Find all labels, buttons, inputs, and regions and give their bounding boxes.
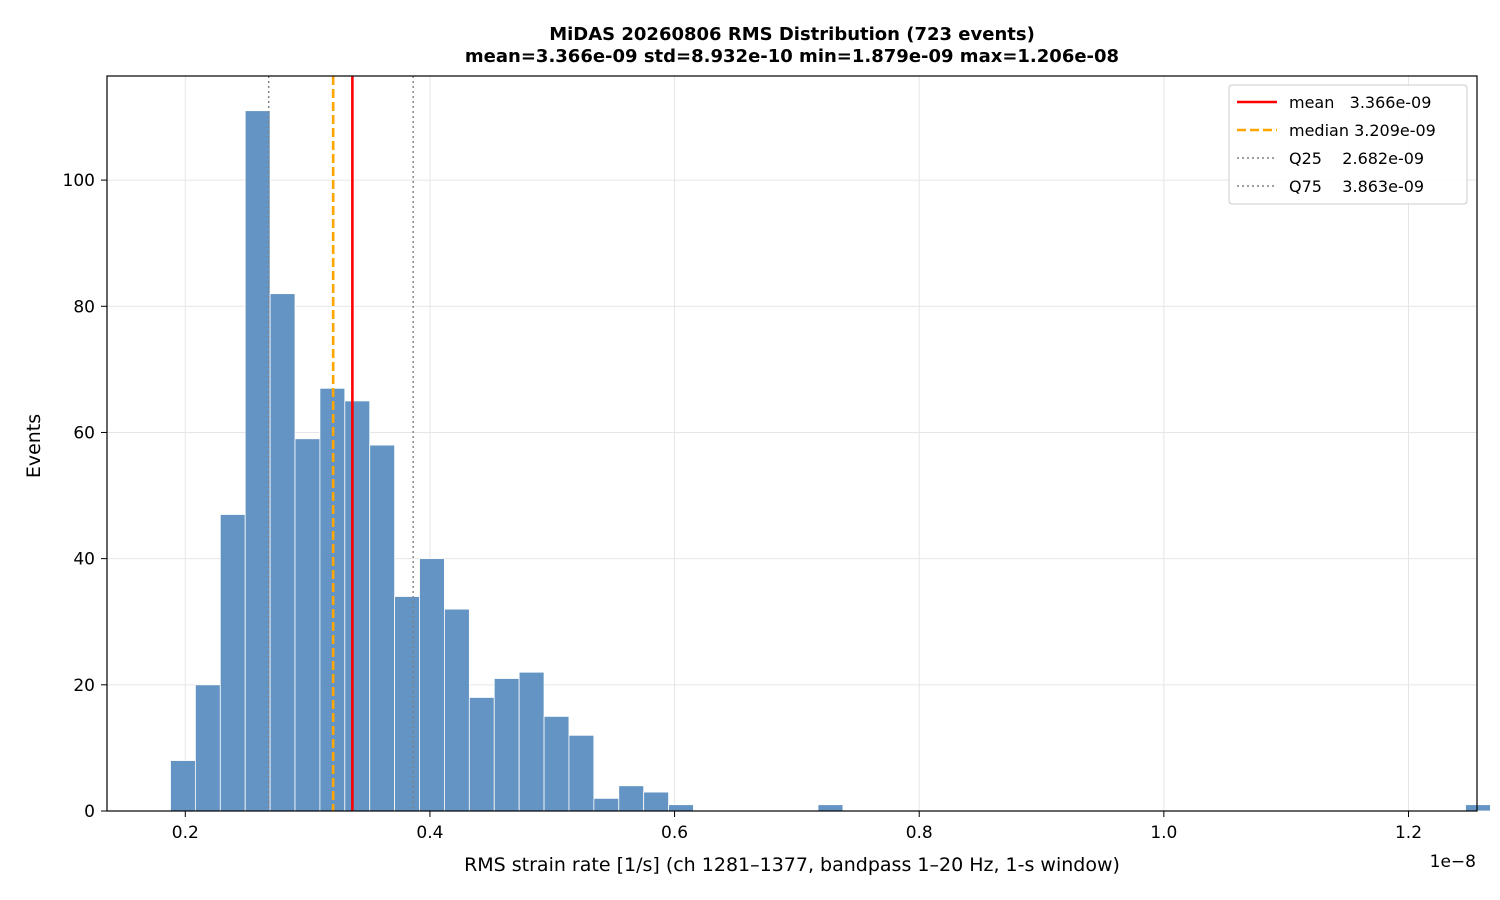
- x-tick-label: 1.0: [1150, 823, 1177, 843]
- y-tick-label: 80: [73, 297, 95, 317]
- histogram-bar: [294, 438, 321, 812]
- histogram-bar: [518, 671, 545, 812]
- legend-box: [1228, 84, 1468, 205]
- x-axis-label: RMS strain rate [1/s] (ch 1281–1377, ban…: [464, 854, 1120, 876]
- histogram-bar: [568, 734, 595, 812]
- y-tick-label: 20: [73, 676, 95, 696]
- histogram-bar: [493, 678, 520, 812]
- histogram-bar: [369, 444, 396, 812]
- y-tick-label: 40: [73, 550, 95, 570]
- histogram-bar: [419, 558, 445, 812]
- histogram-bar: [344, 400, 371, 812]
- y-axis-label: Events: [23, 414, 45, 478]
- histogram-bar: [269, 293, 296, 812]
- legend-label-median: median 3.209e-09: [1289, 121, 1436, 140]
- chart-subtitle: mean=3.366e-09 std=8.932e-10 min=1.879e-…: [465, 46, 1119, 67]
- y-axis-ticks: 0 20 40 60 80 100: [63, 171, 107, 822]
- chart-title: MiDAS 20260806 RMS Distribution (723 eve…: [549, 24, 1035, 45]
- histogram-bar: [618, 785, 645, 812]
- reference-lines: [268, 76, 414, 811]
- histogram-bar: [643, 791, 669, 812]
- histogram-bar: [194, 684, 221, 812]
- histogram-bar: [668, 804, 694, 812]
- legend-label-q75: Q75 3.863e-09: [1289, 177, 1424, 196]
- x-tick-label: 0.6: [661, 823, 688, 843]
- histogram-bar: [543, 715, 570, 812]
- x-axis-ticks: 0.2 0.4 0.6 0.8 1.0 1.2: [172, 811, 1422, 843]
- histogram-bar: [593, 797, 620, 812]
- histogram-bar: [394, 596, 420, 812]
- histogram-bars: [170, 110, 1491, 812]
- histogram-bar: [468, 697, 495, 812]
- y-tick-label: 60: [73, 423, 95, 443]
- x-tick-label: 0.8: [906, 823, 933, 843]
- x-tick-label: 1.2: [1395, 823, 1422, 843]
- histogram-bar: [444, 608, 470, 812]
- legend: mean 3.366e-09 median 3.209e-09 Q25 2.682e…: [1228, 84, 1468, 205]
- histogram-bar: [170, 760, 196, 812]
- histogram-bar: [1465, 804, 1491, 812]
- x-tick-label: 0.2: [172, 823, 199, 843]
- plot-frame: [106, 75, 1478, 812]
- histogram-bar: [817, 804, 844, 812]
- legend-label-mean: mean 3.366e-09: [1289, 93, 1431, 112]
- legend-label-q25: Q25 2.682e-09: [1289, 149, 1424, 168]
- x-tick-label: 0.4: [416, 823, 443, 843]
- y-tick-label: 0: [84, 802, 95, 822]
- y-tick-label: 100: [63, 171, 95, 191]
- histogram-bar: [219, 514, 246, 812]
- histogram-bar: [244, 110, 271, 812]
- x-axis-offset: 1e−8: [1430, 852, 1476, 872]
